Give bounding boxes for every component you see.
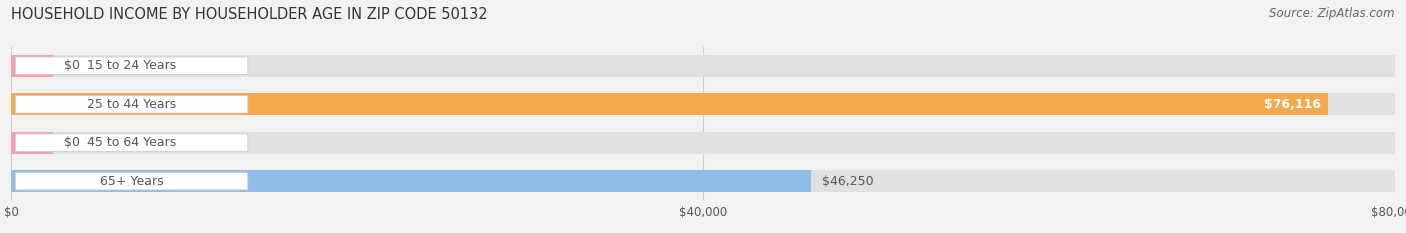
Bar	[11, 55, 1395, 77]
Bar	[11, 170, 1395, 192]
Bar	[11, 132, 53, 154]
Text: $46,250: $46,250	[823, 175, 873, 188]
Bar	[11, 93, 1395, 115]
Bar	[11, 55, 53, 77]
Text: 15 to 24 Years: 15 to 24 Years	[87, 59, 176, 72]
Text: Source: ZipAtlas.com: Source: ZipAtlas.com	[1270, 7, 1395, 20]
FancyBboxPatch shape	[15, 57, 247, 75]
Text: $0: $0	[63, 59, 80, 72]
Text: 25 to 44 Years: 25 to 44 Years	[87, 98, 176, 111]
Text: $0: $0	[63, 136, 80, 149]
FancyBboxPatch shape	[15, 134, 247, 151]
Text: 45 to 64 Years: 45 to 64 Years	[87, 136, 176, 149]
Text: HOUSEHOLD INCOME BY HOUSEHOLDER AGE IN ZIP CODE 50132: HOUSEHOLD INCOME BY HOUSEHOLDER AGE IN Z…	[11, 7, 488, 22]
Bar	[11, 132, 1395, 154]
Text: 65+ Years: 65+ Years	[100, 175, 163, 188]
Text: $76,116: $76,116	[1264, 98, 1320, 111]
Bar	[11, 93, 1327, 115]
FancyBboxPatch shape	[15, 172, 247, 190]
FancyBboxPatch shape	[15, 96, 247, 113]
Bar	[11, 170, 811, 192]
